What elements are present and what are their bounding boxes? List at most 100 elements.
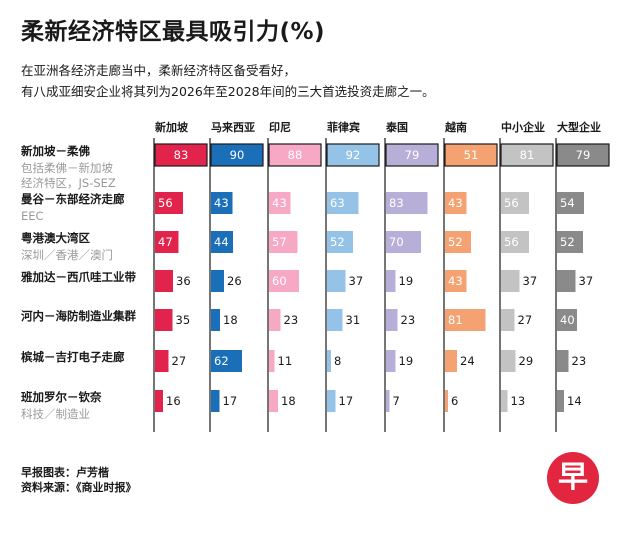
bar <box>154 143 208 167</box>
row-label: 新加坡－柔佛 <box>21 144 90 158</box>
data-label: 83 <box>174 148 189 162</box>
data-label: 40 <box>560 313 575 327</box>
data-label: 51 <box>464 148 479 162</box>
footer-credit: 早报图表：卢芳楷 <box>21 466 109 479</box>
data-label: 43 <box>448 274 463 288</box>
column-header: 新加坡 <box>155 120 189 134</box>
bar <box>211 390 220 412</box>
data-label: 56 <box>504 196 519 210</box>
bar <box>386 390 390 412</box>
bar <box>155 309 173 331</box>
bar <box>386 350 396 372</box>
data-label: 52 <box>560 235 575 249</box>
bar <box>155 390 163 412</box>
data-label: 27 <box>518 313 533 327</box>
data-label: 63 <box>330 196 345 210</box>
chart-subtitle: 在亚洲各经济走廊当中，柔新经济特区备受看好， 有八成亚细安企业将其列为2026年… <box>21 60 435 102</box>
data-label: 81 <box>520 148 535 162</box>
bar <box>269 350 275 372</box>
column-header: 越南 <box>444 120 467 134</box>
bar <box>385 143 439 167</box>
data-label: 26 <box>227 274 242 288</box>
bar <box>211 350 242 372</box>
data-label: 14 <box>567 394 582 408</box>
row-label: 班加罗尔－钦奈 <box>21 390 102 404</box>
bar <box>501 231 529 253</box>
data-label: 52 <box>448 235 463 249</box>
bar <box>501 270 520 292</box>
data-label: 43 <box>214 196 229 210</box>
footer: 早报图表：卢芳楷 资料来源：《商业时报》 <box>21 465 137 495</box>
data-label: 16 <box>166 394 181 408</box>
row-label: 槟城－吉打电子走廊 <box>21 350 125 364</box>
bar <box>444 143 498 167</box>
bar <box>557 231 583 253</box>
data-label: 23 <box>401 313 416 327</box>
row-sublabel: 包括柔佛－新加坡 <box>21 161 113 175</box>
data-label: 43 <box>448 196 463 210</box>
bar <box>210 143 264 167</box>
data-label: 7 <box>393 394 400 408</box>
subtitle-line-1: 在亚洲各经济走廊当中，柔新经济特区备受看好， <box>21 63 297 78</box>
data-label: 24 <box>460 354 475 368</box>
bar <box>211 270 224 292</box>
bar <box>327 270 346 292</box>
bar <box>501 350 516 372</box>
bar <box>386 309 398 331</box>
row-label: 粤港澳大湾区 <box>21 231 90 245</box>
bar <box>326 143 380 167</box>
bar <box>327 231 353 253</box>
bar <box>269 390 278 412</box>
bar <box>557 309 577 331</box>
data-label: 88 <box>288 148 303 162</box>
bar <box>211 309 220 331</box>
bar <box>155 270 173 292</box>
row-sublabel: EEC <box>21 209 44 223</box>
bar <box>500 143 554 167</box>
bar <box>269 270 299 292</box>
data-label: 13 <box>511 394 526 408</box>
bar <box>445 270 467 292</box>
bar <box>445 192 467 214</box>
bar <box>445 390 448 412</box>
bar <box>327 309 343 331</box>
data-label: 79 <box>405 148 420 162</box>
data-label: 17 <box>339 394 354 408</box>
bar <box>211 192 233 214</box>
bar <box>445 231 471 253</box>
column-header: 泰国 <box>385 120 408 134</box>
data-label: 52 <box>330 235 345 249</box>
bar <box>269 309 281 331</box>
data-label: 57 <box>272 235 287 249</box>
bar <box>445 309 486 331</box>
bar <box>386 270 396 292</box>
bar <box>269 231 298 253</box>
bar <box>327 192 359 214</box>
row-label: 曼谷－东部经济走廊 <box>21 192 125 206</box>
data-label: 60 <box>272 274 287 288</box>
data-label: 8 <box>334 354 341 368</box>
logo-text: 早 <box>558 460 588 495</box>
bar <box>501 309 515 331</box>
row-sublabel: 科技／制造业 <box>21 407 90 421</box>
data-label: 44 <box>214 235 229 249</box>
data-label: 19 <box>399 354 414 368</box>
bar <box>557 192 584 214</box>
data-label: 23 <box>572 354 587 368</box>
bar <box>268 143 322 167</box>
data-label: 70 <box>389 235 404 249</box>
chart-title: 柔新经济特区最具吸引力(%) <box>21 19 326 45</box>
data-label: 43 <box>272 196 287 210</box>
column-header: 印尼 <box>269 121 291 134</box>
data-label: 47 <box>158 235 173 249</box>
data-label: 79 <box>576 148 591 162</box>
data-label: 17 <box>223 394 238 408</box>
data-label: 35 <box>176 313 191 327</box>
bar <box>155 231 179 253</box>
row-label: 雅加达－西爪哇工业带 <box>20 270 136 284</box>
bar <box>445 350 457 372</box>
row-sublabel: 深圳／香港／澳门 <box>21 248 113 262</box>
bar <box>386 192 428 214</box>
bar <box>501 192 529 214</box>
